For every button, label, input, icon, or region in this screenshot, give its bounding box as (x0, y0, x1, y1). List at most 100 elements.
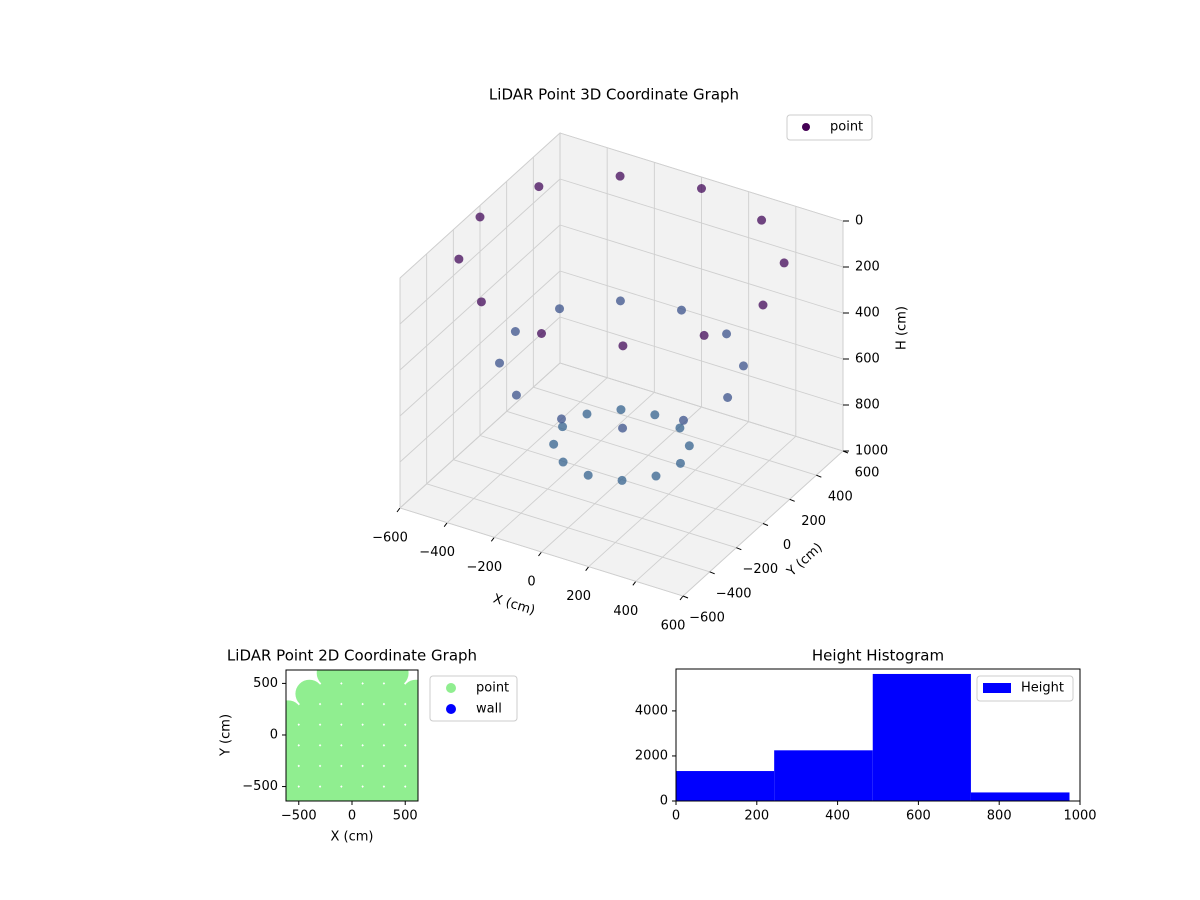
point (557, 414, 566, 424)
chart-title: Height Histogram (812, 647, 944, 665)
legend-marker (446, 683, 456, 693)
z-tick-label: 0 (855, 214, 863, 229)
x-tick-label: 0 (672, 809, 680, 824)
y-tick (762, 523, 769, 526)
point (316, 700, 345, 729)
point (316, 782, 345, 801)
bar (872, 673, 971, 801)
grid-line (399, 270, 561, 417)
x-tick (396, 507, 401, 513)
point (338, 720, 366, 749)
point (582, 409, 592, 419)
y-tick (789, 498, 795, 502)
x-tick-label: 800 (987, 809, 1012, 824)
point (758, 300, 768, 310)
point (558, 457, 568, 467)
point (510, 327, 520, 336)
point (697, 184, 706, 193)
x-tick-label: −500 (281, 809, 317, 824)
z-tick-label: 800 (855, 398, 880, 413)
y-tick-label: −600 (689, 611, 725, 626)
point (295, 782, 324, 801)
axes-frame (675, 668, 1081, 802)
plot-area (286, 670, 418, 801)
point (295, 679, 324, 708)
y-tick-label: 0 (660, 794, 668, 809)
point (316, 762, 345, 791)
point (338, 741, 366, 770)
legend-label: point (830, 120, 863, 135)
legend-marker (802, 123, 810, 131)
point (615, 296, 625, 306)
x-tick-label: −200 (466, 560, 502, 575)
y-axis-label: Y (cm) (219, 714, 234, 757)
bar (774, 750, 873, 801)
point (295, 700, 324, 729)
y-tick-label: 200 (801, 514, 826, 529)
z-tick-label: 200 (855, 260, 880, 275)
point (316, 679, 345, 708)
point (295, 720, 324, 749)
x-tick-label: 500 (393, 809, 418, 824)
y-tick-label: −200 (742, 562, 778, 577)
point (583, 470, 593, 480)
y-tick (816, 474, 822, 478)
point (534, 182, 544, 192)
point (316, 741, 345, 770)
grid-line (559, 132, 844, 222)
y-tick-label: 0 (783, 538, 791, 553)
point (476, 297, 486, 307)
point (558, 422, 568, 432)
point (380, 700, 409, 729)
x-tick (490, 537, 495, 542)
y-tick-label: 500 (253, 676, 278, 691)
y-tick (682, 595, 689, 599)
point (618, 423, 628, 433)
point (555, 304, 565, 314)
grid-line (399, 224, 561, 371)
grid-line (559, 270, 844, 360)
x-tick-label: 600 (906, 809, 931, 824)
x-tick-label: 0 (348, 809, 356, 824)
point (511, 390, 521, 400)
x-tick-label: 200 (744, 809, 769, 824)
point (380, 762, 409, 791)
point (537, 329, 546, 338)
x-tick (538, 551, 542, 557)
point (757, 215, 767, 225)
chart-title: LiDAR Point 2D Coordinate Graph (227, 647, 477, 665)
point (675, 458, 685, 468)
point (359, 741, 388, 770)
y-tick-label: −500 (242, 779, 278, 794)
point (359, 679, 388, 708)
point (380, 741, 409, 770)
point (380, 720, 409, 749)
point (475, 212, 485, 222)
grid-line (453, 459, 737, 549)
x-tick (585, 566, 590, 571)
point (677, 305, 686, 315)
x-tick-label: 1000 (1063, 809, 1096, 824)
point (617, 475, 627, 485)
z-axis-label: H (cm) (895, 306, 910, 350)
y-tick-label: −400 (716, 586, 752, 601)
point (723, 393, 733, 402)
grid-line (399, 178, 561, 325)
x-tick-label: 400 (825, 809, 850, 824)
x-tick-label: 600 (661, 619, 686, 634)
point (779, 258, 789, 268)
point (699, 330, 709, 340)
y-tick-label: 400 (828, 490, 853, 505)
grid-line (533, 386, 817, 476)
point (675, 423, 685, 433)
point (380, 679, 409, 708)
legend-box (786, 114, 873, 141)
legend-marker (446, 704, 456, 714)
point (495, 358, 505, 368)
x-tick-label: −400 (419, 545, 455, 560)
point (678, 415, 688, 425)
point (338, 679, 366, 708)
grid-line (399, 362, 561, 509)
grid-line (559, 178, 844, 268)
